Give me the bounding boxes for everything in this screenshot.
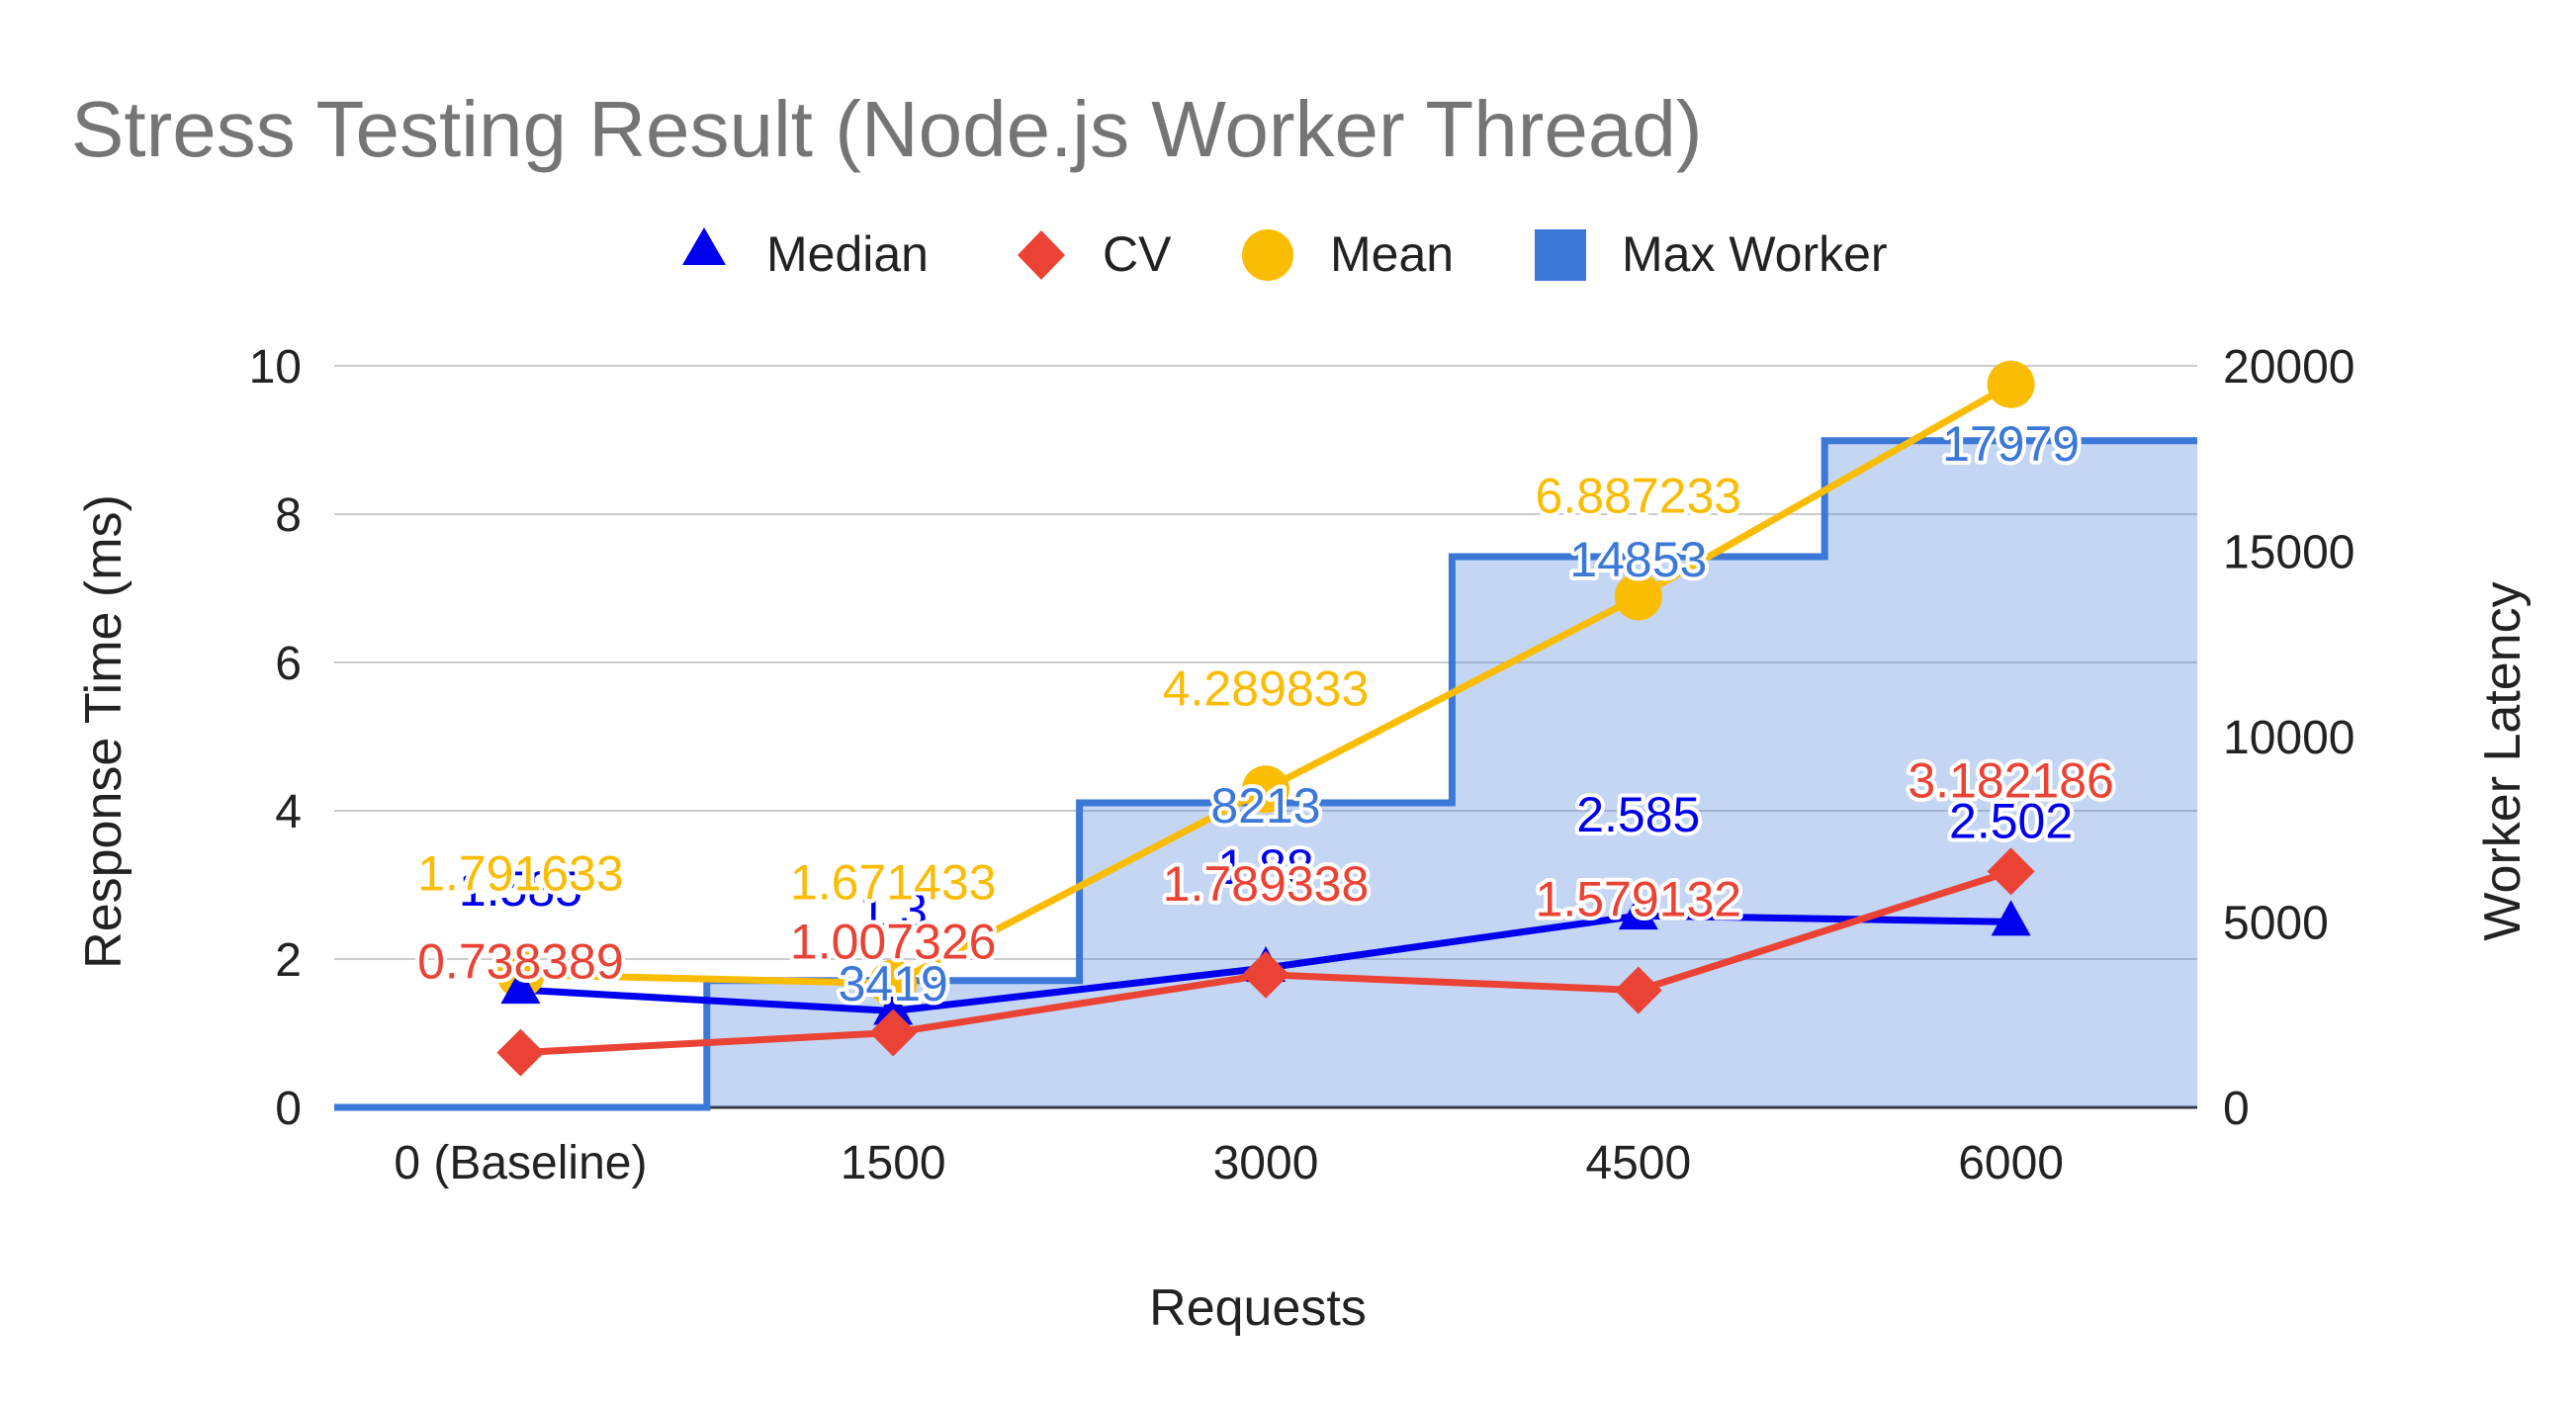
median-data-label: 2.502 — [1949, 793, 2073, 848]
y-tick-label: 0 — [275, 1083, 302, 1135]
x-axis-ticks: 0 (Baseline) 1500 3000 4500 6000 — [394, 1137, 2064, 1189]
legend-label-median: Median — [766, 226, 929, 282]
y2-tick-label: 0 — [2223, 1083, 2250, 1135]
legend-item-median[interactable]: Median — [682, 226, 929, 282]
median-data-label: 1.585 — [459, 861, 582, 917]
mean-point — [869, 959, 918, 1008]
legend-label-mean: Mean — [1330, 226, 1454, 282]
mean-data-label: 4.289833 — [1163, 660, 1370, 716]
legend-item-mean[interactable]: Mean — [1242, 226, 1454, 282]
cv-point — [1987, 847, 2035, 896]
y-tick-label: 10 — [249, 341, 302, 394]
cv-point — [1242, 950, 1289, 999]
legend-marker-mean — [1242, 229, 1293, 281]
x-tick-label: 6000 — [1958, 1137, 2064, 1189]
y2-tick-label: 5000 — [2223, 898, 2329, 950]
y2-axis-title: Worker Latency — [2474, 581, 2532, 940]
y-tick-label: 6 — [275, 638, 302, 690]
max-worker-fill — [334, 440, 2197, 1108]
cv-point — [1614, 966, 1662, 1014]
max-worker-data-label: 17979 — [1942, 416, 2080, 472]
median-point — [873, 989, 914, 1025]
mean-point — [1987, 360, 2035, 408]
mean-data-label: 6.887233 — [1536, 468, 1742, 523]
x-tick-label: 0 (Baseline) — [394, 1137, 647, 1189]
cv-point — [496, 1028, 545, 1077]
legend-item-max-worker[interactable]: Max Worker — [1535, 226, 1888, 282]
y-tick-label: 8 — [275, 489, 302, 542]
chart-title: Stress Testing Result (Node.js Worker Th… — [71, 85, 1703, 173]
y2-tick-label: 10000 — [2223, 712, 2354, 764]
cv-data-label: 3.182186 — [1908, 752, 2114, 808]
cv-data-label: 0.738389 — [417, 934, 624, 990]
x-tick-label: 1500 — [841, 1137, 946, 1189]
y-tick-label: 4 — [275, 786, 302, 838]
median-data-label: 1.3 — [858, 883, 928, 938]
legend-marker-cv — [1018, 230, 1065, 280]
cv-data-label: 1.579132 — [1536, 872, 1742, 927]
legend-marker-max-worker — [1535, 229, 1586, 281]
max-worker-data-label: 8213 — [1210, 778, 1320, 834]
median-data-label: 1.88 — [1217, 839, 1313, 895]
cv-point — [869, 1009, 918, 1057]
median-point — [1991, 900, 2031, 936]
y2-tick-label: 15000 — [2223, 527, 2354, 579]
median-data-label: 2.585 — [1576, 787, 1700, 842]
x-tick-label: 4500 — [1585, 1137, 1691, 1189]
mean-data-label: 1.791633 — [417, 846, 624, 902]
legend-item-cv[interactable]: CV — [1018, 226, 1172, 282]
x-axis-title: Requests — [1149, 1279, 1367, 1337]
max-worker-data-label: 14853 — [1569, 532, 1707, 587]
legend: Median CV Mean Max Worker — [682, 226, 1888, 282]
y-tick-label: 2 — [275, 934, 302, 987]
max-worker-data-label: 3419 — [839, 956, 948, 1011]
y2-tick-label: 20000 — [2223, 341, 2354, 394]
mean-point — [1242, 765, 1289, 814]
legend-label-cv: CV — [1103, 226, 1172, 282]
legend-label-max-worker: Max Worker — [1622, 226, 1888, 282]
y-axis-ticks: 0 2 4 6 8 10 — [249, 341, 302, 1135]
data-labels: 1.585 1.3 1.88 2.585 2.502 3419 8213 14853 17979… — [413, 412, 2118, 1015]
cv-data-label: 1.007326 — [790, 914, 997, 969]
y2-axis-ticks: 0 5000 10000 15000 20000 — [2223, 341, 2354, 1135]
median-point — [500, 968, 541, 1005]
y-axis-title: Response Time (ms) — [75, 494, 133, 969]
median-point — [1618, 894, 1658, 930]
series-markers — [496, 360, 2035, 1077]
cv-data-label: 1.789338 — [1163, 856, 1370, 912]
mean-point — [1614, 572, 1662, 621]
legend-marker-median — [682, 227, 726, 265]
x-tick-label: 3000 — [1213, 1137, 1319, 1189]
mean-data-label: 1.671433 — [790, 855, 997, 911]
